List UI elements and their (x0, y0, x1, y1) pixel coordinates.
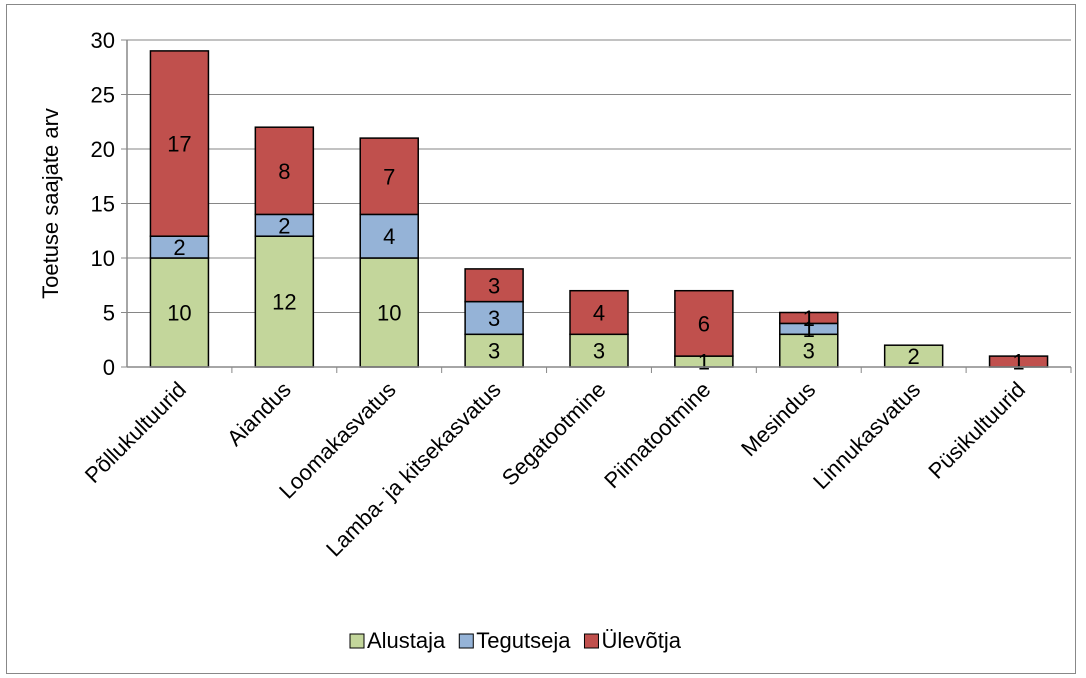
x-tick-label: Mesindus (736, 377, 820, 461)
bar-segment-ülevõtja (254, 126, 315, 216)
data-label: 3 (803, 339, 815, 364)
y-tick-label: 25 (91, 83, 115, 108)
data-label: 8 (278, 159, 290, 184)
x-tick-label: Lamba- ja kitsekasvatus (321, 377, 506, 562)
y-tick-label: 0 (103, 355, 115, 380)
bar-segment-ülevõtja (464, 268, 524, 303)
legend-swatch-ülevõtja (583, 633, 599, 649)
data-label: 2 (173, 235, 185, 260)
data-label: 2 (908, 344, 920, 369)
data-label: 3 (593, 339, 605, 364)
x-tick-label: Püsikultuurid (923, 377, 1030, 484)
data-label: 10 (167, 301, 191, 326)
bar-segment-tegutseja (359, 213, 419, 259)
data-label: 3 (488, 273, 500, 298)
legend: Alustaja Tegutseja Ülevõtja (349, 628, 682, 653)
y-tick-label: 20 (91, 137, 115, 162)
data-label: 10 (377, 301, 401, 326)
x-tick-label: Põllukultuurid (80, 377, 191, 488)
bar-segment-ülevõtja (674, 289, 734, 357)
legend-label: Ülevõtja (601, 628, 681, 653)
data-label: 7 (383, 164, 395, 189)
y-tick-label: 30 (91, 28, 115, 53)
bar-segment-ülevõtja (149, 50, 210, 237)
bar-segment-tegutseja (464, 300, 524, 336)
bars (149, 50, 1049, 368)
data-label: 1 (1012, 350, 1024, 375)
bar-segment-ülevõtja (359, 137, 419, 216)
data-label: 2 (278, 213, 290, 238)
data-label: 6 (698, 311, 710, 336)
y-tick-label: 5 (103, 301, 115, 326)
legend-swatch-alustaja (349, 633, 365, 649)
legend-label: Alustaja (367, 628, 446, 653)
y-axis-ticks: 0 5 10 15 20 25 30 (91, 28, 127, 380)
y-tick-label: 10 (91, 246, 115, 271)
y-axis-label: Toetuse saajate arv (38, 108, 63, 299)
y-tick-label: 15 (91, 192, 115, 217)
data-label: 12 (272, 290, 296, 315)
data-label: 4 (383, 224, 395, 249)
bar-segment-alustaja (779, 333, 839, 368)
legend-swatch-tegutseja (458, 633, 474, 649)
data-label: 1 (803, 317, 815, 342)
legend-label: Tegutseja (476, 628, 571, 653)
bar-segment-alustaja (569, 333, 629, 368)
bar-segment-ülevõtja (569, 289, 629, 336)
data-label: 17 (167, 132, 191, 157)
bar-segment-alustaja (254, 235, 315, 368)
x-tick-label: Linnukasvatus (808, 377, 925, 494)
data-label: 1 (803, 306, 815, 331)
x-tick-label: Segatootmine (497, 377, 611, 491)
data-label: 1 (698, 350, 710, 375)
x-axis-ticks: Põllukultuurid AiandusLoomakasvatusLamba-… (80, 367, 1072, 562)
data-label: 4 (593, 301, 605, 326)
data-label: 3 (488, 306, 500, 331)
x-tick-label: Piimatootmine (599, 377, 715, 493)
bar-segment-ülevõtja (779, 311, 839, 325)
x-tick-label: Aiandus (222, 377, 296, 451)
data-label: 3 (488, 339, 500, 364)
